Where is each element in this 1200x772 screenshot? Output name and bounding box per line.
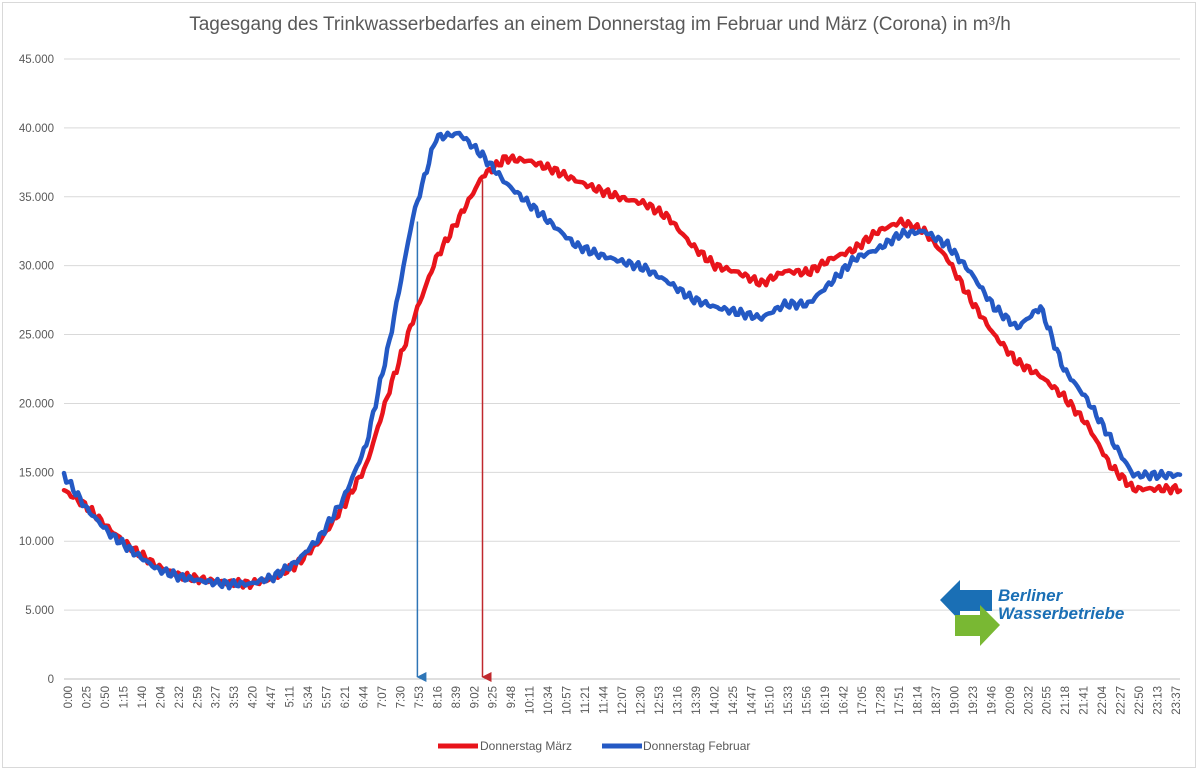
berliner-wasserbetriebe-logo: Berliner Wasserbetriebe: [940, 580, 1124, 646]
peak-markers: [416, 180, 492, 682]
series-line-0: [61, 153, 1183, 591]
y-tick-label: 35.000: [19, 192, 54, 204]
x-tick-label: 22:04: [1097, 685, 1109, 714]
x-tick-label: 23:37: [1171, 686, 1183, 715]
x-tick-label: 17:28: [876, 686, 888, 715]
x-tick-label: 9:25: [488, 686, 500, 708]
x-tick-label: 6:21: [340, 686, 352, 708]
legend-label-maerz: Donnerstag März: [480, 739, 572, 753]
x-tick-label: 17:05: [857, 686, 869, 715]
x-tick-label: 15:33: [783, 686, 795, 715]
x-tick-label: 12:53: [654, 686, 666, 715]
x-tick-label: 13:39: [691, 686, 703, 715]
x-tick-label: 18:37: [931, 686, 943, 715]
x-tick-label: 20:55: [1042, 686, 1054, 715]
x-tick-label: 7:53: [414, 686, 426, 708]
x-tick-label: 7:07: [377, 686, 389, 708]
x-tick-label: 21:41: [1079, 686, 1091, 715]
x-tick-label: 4:20: [248, 686, 260, 708]
x-tick-label: 15:56: [802, 686, 814, 715]
x-tick-label: 18:14: [912, 685, 924, 714]
x-tick-label: 0:00: [63, 686, 75, 708]
x-tick-label: 12:30: [635, 686, 647, 715]
x-tick-label: 19:23: [968, 686, 980, 715]
x-tick-label: 9:48: [506, 686, 518, 708]
x-tick-label: 11:21: [580, 686, 592, 714]
legend-label-februar: Donnerstag Februar: [643, 739, 750, 753]
x-tick-label: 22:50: [1134, 686, 1146, 715]
x-tick-label: 5:34: [303, 685, 315, 708]
blue-arrow-icon: [940, 580, 992, 621]
x-tick-label: 20:09: [1005, 686, 1017, 715]
x-tick-label: 1:15: [118, 686, 130, 708]
y-tick-label: 10.000: [19, 536, 54, 548]
series-lines: [61, 130, 1183, 591]
series-line-1: [61, 130, 1183, 591]
y-axis-ticks: 0 5.000 10.000 15.000 20.000 25.000 30.000 35.0…: [19, 54, 54, 686]
x-tick-label: 14:02: [709, 686, 721, 715]
x-tick-label: 6:44: [358, 685, 370, 708]
y-tick-label: 20.000: [19, 398, 54, 410]
y-tick-label: 45.000: [19, 54, 54, 66]
legend: Donnerstag März Donnerstag Februar: [438, 739, 750, 753]
x-tick-label: 7:30: [395, 686, 407, 708]
x-tick-label: 19:46: [986, 686, 998, 715]
x-tick-label: 13:16: [672, 686, 684, 715]
x-tick-label: 10:57: [562, 686, 574, 715]
x-tick-label: 16:19: [820, 686, 832, 715]
green-arrow-icon: [955, 605, 1000, 646]
x-tick-label: 22:27: [1116, 686, 1128, 715]
x-tick-label: 4:47: [266, 686, 278, 708]
x-tick-label: 2:59: [192, 686, 204, 708]
x-tick-label: 2:32: [174, 686, 186, 708]
x-tick-label: 20:32: [1023, 686, 1035, 715]
x-tick-label: 8:39: [451, 686, 463, 708]
y-tick-label: 0: [48, 674, 54, 686]
y-tick-label: 40.000: [19, 123, 54, 135]
y-tick-label: 25.000: [19, 330, 54, 342]
x-tick-label: 14:25: [728, 686, 740, 715]
chart-title: Tagesgang des Trinkwasserbedarfes an ein…: [189, 14, 1011, 35]
x-tick-label: 23:13: [1153, 686, 1165, 715]
x-axis-ticks: 0:00 0:25 0:50 1:15 1:40 2:04 2:32 2:59 3:27 3:53…: [63, 685, 1183, 714]
logo-text-line2: Wasserbetriebe: [998, 604, 1124, 623]
x-tick-label: 21:18: [1060, 686, 1072, 715]
x-tick-label: 12:07: [617, 686, 629, 715]
x-tick-label: 0:50: [100, 686, 112, 708]
x-tick-label: 17:51: [894, 686, 906, 715]
logo-text-line1: Berliner: [998, 586, 1064, 605]
x-tick-label: 19:00: [949, 686, 961, 715]
y-tick-label: 30.000: [19, 261, 54, 273]
x-tick-label: 2:04: [155, 685, 167, 708]
y-tick-label: 15.000: [19, 467, 54, 479]
x-tick-label: 10:11: [525, 686, 537, 714]
x-tick-label: 5:11: [285, 686, 297, 708]
x-tick-label: 14:47: [746, 686, 758, 715]
x-tick-label: 11:44: [599, 685, 611, 714]
x-tick-label: 10:34: [543, 685, 555, 714]
grid-lines: [64, 58, 1180, 680]
x-tick-label: 16:42: [839, 686, 851, 715]
x-tick-label: 0:25: [81, 686, 93, 708]
y-tick-label: 5.000: [25, 605, 54, 617]
x-tick-label: 9:02: [469, 686, 481, 708]
x-tick-label: 3:27: [211, 686, 223, 708]
x-tick-label: 5:57: [322, 686, 334, 708]
x-tick-label: 15:10: [765, 686, 777, 715]
x-tick-label: 8:16: [432, 686, 444, 708]
x-tick-label: 3:53: [229, 686, 241, 708]
x-tick-label: 1:40: [137, 686, 149, 708]
